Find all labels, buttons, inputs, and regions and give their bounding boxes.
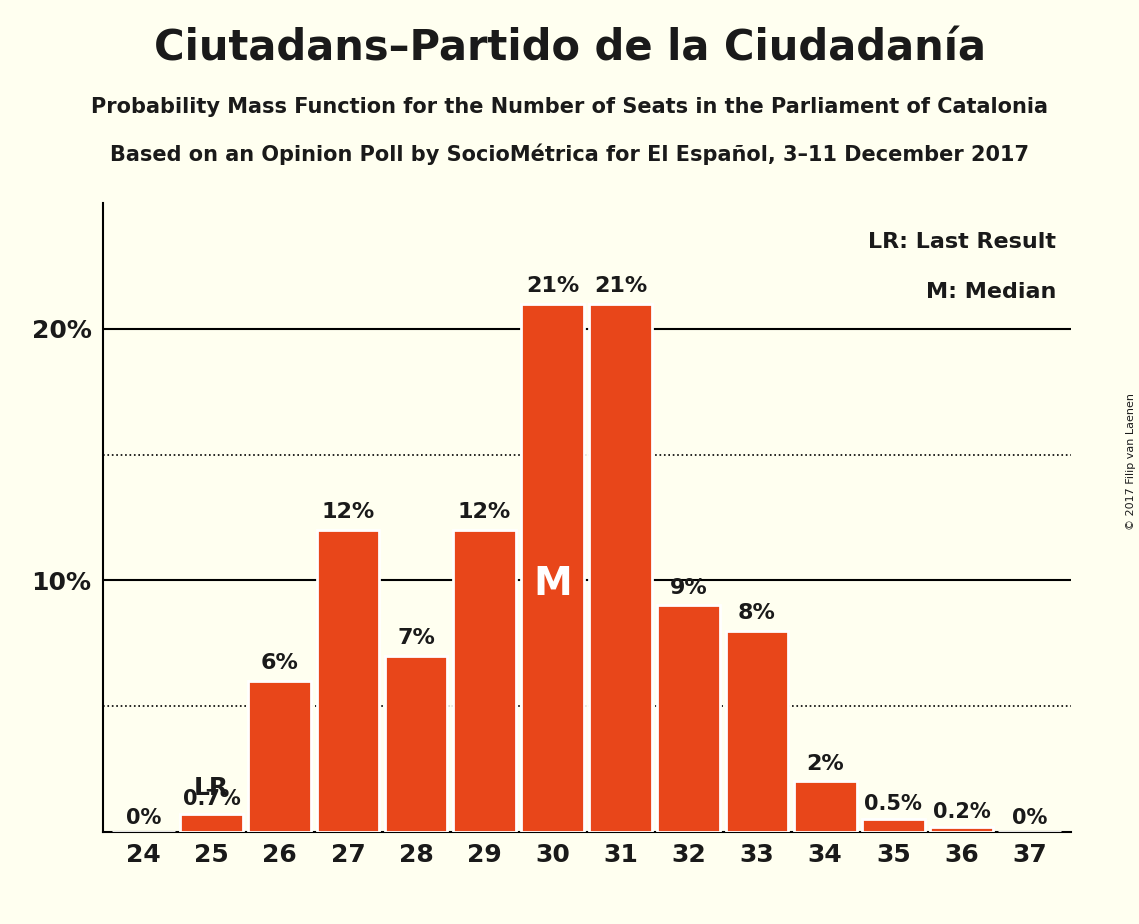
Text: LR: Last Result: LR: Last Result	[868, 232, 1056, 251]
Bar	[794, 782, 857, 832]
Bar	[862, 819, 925, 832]
Bar	[453, 530, 516, 832]
Bar	[657, 605, 720, 832]
Text: 6%: 6%	[261, 653, 298, 674]
Text: 0.2%: 0.2%	[933, 801, 991, 821]
Text: 0.7%: 0.7%	[182, 789, 240, 809]
Bar	[248, 681, 311, 832]
Text: 0%: 0%	[1013, 808, 1048, 828]
Text: 7%: 7%	[398, 628, 435, 648]
Text: Probability Mass Function for the Number of Seats in the Parliament of Catalonia: Probability Mass Function for the Number…	[91, 97, 1048, 117]
Text: © 2017 Filip van Laenen: © 2017 Filip van Laenen	[1126, 394, 1136, 530]
Text: 2%: 2%	[806, 754, 844, 773]
Bar	[589, 304, 652, 832]
Bar	[180, 814, 243, 832]
Text: M: M	[533, 565, 572, 602]
Text: 0%: 0%	[125, 808, 161, 828]
Text: 21%: 21%	[526, 276, 579, 297]
Bar	[385, 656, 448, 832]
Text: 12%: 12%	[458, 503, 511, 522]
Text: 8%: 8%	[738, 603, 776, 623]
Text: Based on an Opinion Poll by SocioMétrica for El Español, 3–11 December 2017: Based on an Opinion Poll by SocioMétrica…	[110, 143, 1029, 164]
Bar	[522, 304, 584, 832]
Text: M: Median: M: Median	[926, 282, 1056, 302]
Text: 21%: 21%	[595, 276, 647, 297]
Bar	[317, 530, 379, 832]
Bar	[726, 630, 788, 832]
Text: Ciutadans–Partido de la Ciudadanía: Ciutadans–Partido de la Ciudadanía	[154, 28, 985, 69]
Text: LR: LR	[194, 776, 229, 800]
Bar	[931, 827, 993, 832]
Text: 9%: 9%	[670, 578, 707, 598]
Text: 12%: 12%	[321, 503, 375, 522]
Text: 0.5%: 0.5%	[865, 794, 923, 814]
